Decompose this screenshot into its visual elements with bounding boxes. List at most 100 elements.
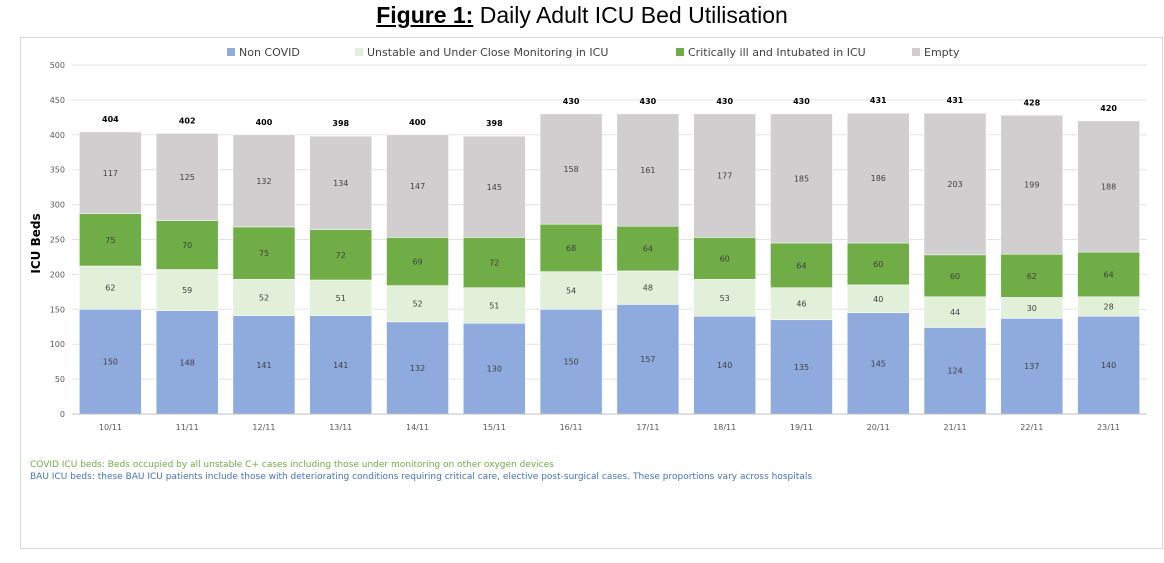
bar-segment bbox=[463, 237, 526, 288]
bar-segment bbox=[155, 269, 219, 311]
data-label: 53 bbox=[720, 294, 730, 303]
data-label: 51 bbox=[336, 294, 346, 303]
data-label: 30 bbox=[1027, 304, 1037, 313]
bar-segment bbox=[847, 312, 910, 415]
bar-segment bbox=[923, 112, 987, 256]
y-tick-label: 350 bbox=[50, 166, 65, 175]
total-label: 402 bbox=[179, 116, 196, 125]
data-label: 68 bbox=[566, 244, 576, 253]
data-label: 158 bbox=[563, 165, 578, 174]
y-tick-label: 150 bbox=[50, 305, 65, 314]
data-label: 44 bbox=[950, 308, 960, 317]
data-label: 188 bbox=[1101, 182, 1116, 191]
bar-segment bbox=[923, 296, 987, 328]
total-label: 430 bbox=[640, 97, 657, 106]
data-label: 52 bbox=[259, 293, 269, 302]
bar-segment bbox=[1077, 316, 1140, 415]
data-label: 62 bbox=[105, 284, 115, 293]
bar-segment bbox=[79, 213, 142, 267]
data-label: 134 bbox=[333, 179, 348, 188]
data-label: 145 bbox=[487, 183, 502, 192]
legend-label: Empty bbox=[924, 46, 960, 59]
legend-swatch bbox=[227, 48, 235, 56]
total-label: 430 bbox=[563, 97, 580, 106]
total-label: 420 bbox=[1100, 104, 1117, 113]
y-tick-label: 450 bbox=[50, 96, 65, 105]
total-label: 430 bbox=[793, 97, 810, 106]
data-label: 46 bbox=[796, 300, 806, 309]
data-label: 140 bbox=[717, 361, 732, 370]
x-tick-label: 11/11 bbox=[176, 423, 199, 432]
data-label: 157 bbox=[640, 355, 655, 364]
data-label: 141 bbox=[256, 361, 271, 370]
y-tick-label: 250 bbox=[50, 236, 65, 245]
data-label: 59 bbox=[182, 286, 192, 295]
data-label: 147 bbox=[410, 182, 425, 191]
data-label: 186 bbox=[871, 174, 886, 183]
legend-swatch bbox=[912, 48, 920, 56]
data-label: 64 bbox=[643, 245, 653, 254]
bau-note: BAU ICU beds: these BAU ICU patients inc… bbox=[30, 472, 813, 482]
total-label: 428 bbox=[1023, 98, 1040, 107]
data-label: 70 bbox=[182, 241, 192, 250]
data-label: 185 bbox=[794, 174, 809, 183]
total-label: 400 bbox=[409, 118, 426, 127]
legend-label: Non COVID bbox=[239, 46, 300, 59]
data-label: 150 bbox=[563, 358, 578, 367]
chart-frame bbox=[20, 37, 1163, 549]
data-label: 62 bbox=[1027, 272, 1037, 281]
bar-segment bbox=[386, 134, 449, 238]
data-label: 40 bbox=[873, 295, 883, 304]
data-label: 28 bbox=[1104, 303, 1114, 312]
data-label: 52 bbox=[412, 300, 422, 309]
figure-label: Figure 1: bbox=[376, 2, 474, 28]
data-label: 54 bbox=[566, 286, 576, 295]
data-label: 132 bbox=[256, 177, 271, 186]
x-tick-label: 22/11 bbox=[1020, 423, 1043, 432]
data-label: 132 bbox=[410, 364, 425, 373]
data-label: 117 bbox=[103, 169, 118, 178]
data-label: 60 bbox=[950, 272, 960, 281]
data-label: 203 bbox=[947, 180, 962, 189]
covid-note: COVID ICU beds: Beds occupied by all uns… bbox=[30, 460, 554, 470]
data-label: 69 bbox=[412, 257, 422, 266]
total-label: 430 bbox=[716, 97, 733, 106]
bar-segment bbox=[386, 237, 449, 286]
figure-title: Figure 1: Daily Adult ICU Bed Utilisatio… bbox=[0, 2, 1164, 29]
bar-segment bbox=[463, 287, 526, 324]
total-label: 398 bbox=[486, 119, 503, 128]
data-label: 75 bbox=[105, 236, 115, 245]
data-label: 148 bbox=[180, 358, 195, 367]
x-tick-label: 23/11 bbox=[1097, 423, 1120, 432]
x-tick-label: 19/11 bbox=[790, 423, 813, 432]
bar-segment bbox=[693, 113, 756, 238]
bar-segment bbox=[770, 242, 833, 288]
x-tick-label: 20/11 bbox=[867, 423, 890, 432]
data-label: 141 bbox=[333, 361, 348, 370]
bar-segment bbox=[616, 304, 680, 415]
data-label: 64 bbox=[1104, 270, 1114, 279]
data-label: 64 bbox=[796, 261, 806, 270]
data-label: 75 bbox=[259, 249, 269, 258]
bar-segment bbox=[847, 112, 910, 244]
bar-segment bbox=[539, 113, 603, 225]
data-label: 137 bbox=[1024, 362, 1039, 371]
total-label: 404 bbox=[102, 115, 119, 124]
bar-segment bbox=[309, 135, 372, 230]
bar-segment bbox=[770, 287, 833, 321]
data-label: 48 bbox=[643, 284, 653, 293]
data-label: 60 bbox=[873, 260, 883, 269]
legend-swatch bbox=[355, 48, 363, 56]
bar-segment bbox=[693, 279, 756, 317]
data-label: 125 bbox=[180, 173, 195, 182]
y-tick-label: 50 bbox=[55, 375, 65, 384]
bar-segment bbox=[1000, 253, 1064, 298]
bar-segment bbox=[616, 270, 680, 305]
y-axis-title: ICU Beds bbox=[29, 213, 43, 273]
bar-segment bbox=[770, 319, 833, 415]
bar-segment bbox=[309, 279, 372, 316]
data-label: 51 bbox=[489, 301, 499, 310]
data-label: 140 bbox=[1101, 361, 1116, 370]
bar-segment bbox=[616, 113, 680, 227]
